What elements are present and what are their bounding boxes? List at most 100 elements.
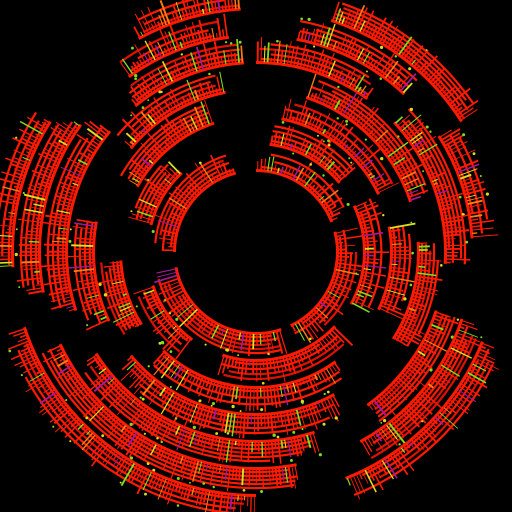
segment-tick: [466, 196, 483, 202]
segment-tick: [67, 411, 73, 417]
segment-tick: [292, 165, 301, 180]
segment-tick: [148, 377, 154, 383]
segment-tick: [130, 111, 149, 131]
segment-tick: [8, 198, 18, 202]
segment-tick: [297, 321, 312, 344]
ring-2-segment-3: [217, 325, 354, 385]
segment-tick: [115, 274, 123, 277]
segment-tick: [359, 20, 366, 32]
segment-tick: [453, 161, 459, 164]
segment-tick: [384, 295, 391, 299]
segment-tick: [278, 467, 282, 486]
segment-tick: [185, 0, 192, 17]
segment-dot: [394, 55, 398, 58]
segment-tick: [43, 118, 50, 124]
segment-tick: [0, 261, 13, 264]
segment-tick: [384, 60, 399, 79]
segment-tick: [89, 120, 108, 136]
segment-tick: [57, 359, 69, 368]
segment-tick: [402, 323, 425, 335]
segment-tick: [108, 414, 114, 421]
segment-tick: [147, 132, 165, 152]
segment-tick: [406, 313, 417, 320]
segment-tick: [220, 57, 224, 66]
segment-tick: [405, 121, 424, 137]
segment-tick: [300, 436, 305, 452]
segment-tick: [130, 85, 143, 101]
segment-tick: [24, 208, 43, 214]
segment-tick: [5, 157, 28, 168]
segment-tick: [59, 356, 67, 362]
segment-tick: [391, 420, 405, 437]
segment-tick: [219, 466, 221, 473]
segment-tick: [43, 243, 67, 247]
segment-dot: [20, 374, 23, 377]
ring-7-segment-3: [7, 326, 256, 512]
segment-strip: [108, 267, 132, 330]
segment-dot: [18, 286, 21, 289]
segment-tick: [315, 307, 329, 319]
segment-tick: [233, 52, 237, 64]
segment-tick: [307, 347, 312, 355]
segment-tick: [398, 449, 415, 472]
segment-tick: [168, 192, 189, 207]
segment-dot: [267, 352, 270, 356]
segment-tick: [398, 414, 408, 425]
segment-dot: [119, 481, 122, 484]
segment-tick: [362, 10, 375, 34]
segment-tick: [142, 149, 156, 162]
segment-tick: [39, 391, 57, 405]
segment-tick: [150, 474, 158, 490]
segment-tick: [378, 182, 400, 193]
segment-tick: [420, 153, 429, 159]
segment-tick: [406, 48, 417, 61]
rings-layer: [0, 0, 500, 512]
segment-dot: [456, 318, 460, 321]
segment-tick: [361, 277, 374, 282]
segment-tick: [8, 215, 15, 218]
segment-tick: [317, 23, 325, 45]
segment-tick: [305, 378, 311, 390]
segment-tick: [214, 382, 220, 394]
segment-tick: [53, 354, 66, 362]
segment-tick: [142, 442, 154, 462]
segment-tick: [181, 334, 186, 340]
segment-tick: [78, 151, 91, 160]
segment-tick: [468, 203, 482, 208]
segment-tick: [173, 190, 191, 204]
segment-tick: [58, 139, 68, 146]
segment-tick: [417, 147, 425, 153]
segment-tick: [156, 447, 163, 458]
segment-tick: [125, 434, 140, 456]
segment-tick: [471, 224, 482, 228]
segment-dot: [366, 70, 368, 73]
segment-tick: [178, 484, 183, 492]
segment-dot: [300, 399, 305, 404]
segment-tick: [13, 157, 29, 164]
segment-tick: [35, 284, 42, 286]
segment-tick: [162, 289, 185, 303]
segment-tick: [40, 180, 51, 185]
segment-tick: [453, 102, 463, 110]
segment-tick: [283, 125, 291, 147]
segment-tick: [311, 311, 320, 321]
segment-tick: [299, 44, 307, 68]
segment-tick: [273, 48, 277, 63]
segment-tick: [286, 127, 294, 148]
segment-tick: [449, 145, 467, 155]
segment-tick: [125, 394, 131, 400]
segment-tick: [295, 409, 302, 426]
ring-3-segment-4: [98, 260, 143, 335]
segment-tick: [307, 376, 316, 393]
segment-tick: [429, 380, 435, 385]
segment-tick: [168, 31, 177, 51]
segment-tick: [186, 97, 190, 104]
segment-tick: [165, 108, 170, 115]
segment-tick: [337, 70, 344, 81]
segment-tick: [163, 140, 171, 148]
segment-tick: [48, 289, 71, 296]
segment-dot: [292, 430, 296, 434]
segment-tick: [154, 105, 164, 119]
segment-strip: [406, 243, 436, 347]
segment-tick: [25, 378, 48, 393]
